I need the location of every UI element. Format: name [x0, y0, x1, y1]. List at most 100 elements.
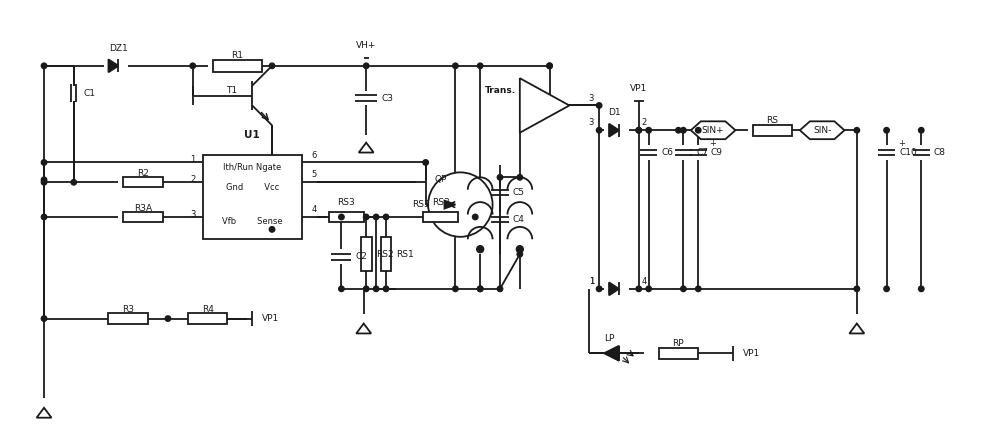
Text: 1: 1 — [589, 277, 594, 286]
Polygon shape — [691, 121, 735, 139]
Circle shape — [269, 227, 275, 232]
Circle shape — [884, 286, 889, 292]
Text: 5: 5 — [312, 170, 317, 179]
Text: C7: C7 — [696, 148, 708, 157]
Text: 2: 2 — [641, 118, 646, 127]
Text: SIN+: SIN+ — [702, 126, 724, 135]
Circle shape — [165, 316, 171, 321]
Text: LP: LP — [604, 334, 614, 343]
Circle shape — [71, 180, 77, 185]
Circle shape — [41, 177, 47, 182]
Text: +: + — [898, 139, 905, 148]
Circle shape — [428, 172, 493, 237]
Circle shape — [636, 127, 641, 133]
Text: VP1: VP1 — [262, 314, 279, 323]
Circle shape — [517, 175, 523, 180]
Text: 3: 3 — [589, 118, 594, 127]
Bar — [123, 177, 163, 187]
Text: R1: R1 — [231, 51, 243, 60]
Text: +: + — [709, 139, 716, 148]
Text: C8: C8 — [934, 148, 946, 157]
Text: Vfb        Sense: Vfb Sense — [222, 218, 283, 227]
Text: QP: QP — [434, 175, 447, 184]
Text: C3: C3 — [381, 94, 393, 103]
Polygon shape — [359, 142, 374, 153]
Circle shape — [423, 160, 428, 165]
Text: RS3: RS3 — [412, 200, 430, 209]
Text: RS3: RS3 — [432, 198, 449, 207]
Polygon shape — [520, 78, 569, 133]
Polygon shape — [356, 323, 371, 333]
Text: T1: T1 — [226, 86, 237, 95]
Text: C1: C1 — [84, 88, 96, 97]
Circle shape — [41, 160, 47, 165]
Text: C5: C5 — [513, 188, 525, 197]
Circle shape — [472, 214, 478, 220]
Bar — [188, 313, 227, 324]
Text: 1: 1 — [589, 277, 594, 286]
Circle shape — [453, 286, 458, 292]
Circle shape — [646, 127, 651, 133]
Text: RS1: RS1 — [396, 250, 414, 259]
Circle shape — [596, 127, 602, 133]
Circle shape — [477, 63, 483, 69]
Circle shape — [854, 286, 860, 292]
Bar — [753, 125, 792, 136]
Circle shape — [646, 286, 651, 292]
Text: VP1: VP1 — [743, 349, 760, 358]
Text: 1: 1 — [190, 155, 195, 164]
Polygon shape — [604, 346, 619, 361]
Text: RS3: RS3 — [337, 198, 355, 207]
Text: RS: RS — [767, 116, 779, 125]
Circle shape — [636, 286, 641, 292]
Text: 2: 2 — [190, 175, 195, 184]
Polygon shape — [800, 121, 844, 139]
Text: C6: C6 — [661, 148, 673, 157]
Circle shape — [339, 214, 344, 220]
Text: Trans.: Trans. — [484, 86, 516, 95]
Text: Ith/Run Ngate: Ith/Run Ngate — [223, 163, 281, 172]
Circle shape — [339, 286, 344, 292]
Circle shape — [41, 316, 47, 321]
Text: 4: 4 — [641, 277, 646, 286]
Circle shape — [676, 127, 681, 133]
Text: RP: RP — [673, 339, 684, 348]
Text: 4: 4 — [312, 205, 317, 214]
Text: RS2: RS2 — [377, 250, 394, 259]
Circle shape — [854, 127, 860, 133]
Circle shape — [383, 214, 389, 220]
Circle shape — [636, 127, 641, 133]
Text: C10: C10 — [899, 148, 917, 157]
Text: C2: C2 — [355, 252, 367, 261]
Polygon shape — [609, 124, 619, 137]
Text: 3: 3 — [190, 210, 195, 219]
Circle shape — [269, 63, 275, 69]
Circle shape — [41, 214, 47, 220]
Text: R2: R2 — [137, 169, 149, 178]
Circle shape — [919, 127, 924, 133]
Polygon shape — [444, 201, 455, 208]
Bar — [123, 212, 163, 222]
Polygon shape — [849, 323, 864, 333]
Circle shape — [696, 127, 701, 133]
Bar — [423, 212, 458, 222]
Text: 3: 3 — [589, 94, 594, 103]
Text: R3: R3 — [122, 305, 134, 314]
Text: C9: C9 — [711, 148, 723, 157]
Circle shape — [363, 63, 369, 69]
Text: SIN-: SIN- — [813, 126, 831, 135]
Circle shape — [41, 63, 47, 69]
Bar — [361, 237, 372, 272]
Circle shape — [696, 286, 701, 292]
Circle shape — [497, 286, 503, 292]
Bar — [203, 155, 302, 239]
Text: VH+: VH+ — [356, 42, 376, 51]
Circle shape — [373, 214, 379, 220]
Circle shape — [681, 286, 686, 292]
Text: Gnd        Vcc: Gnd Vcc — [226, 183, 279, 192]
Bar — [381, 237, 391, 272]
Circle shape — [884, 127, 889, 133]
Circle shape — [477, 286, 483, 292]
Circle shape — [477, 286, 483, 292]
Bar — [329, 211, 364, 222]
